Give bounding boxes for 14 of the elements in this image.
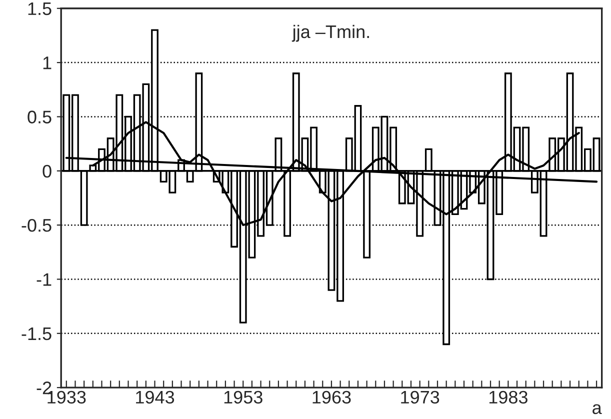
x-axis-title: a <box>592 404 602 414</box>
y-tick-label: 0 <box>42 164 52 178</box>
x-tick-label: 1963 <box>312 390 351 404</box>
x-tick-label: 1943 <box>136 390 174 404</box>
text: jja –Tmin. <box>292 24 369 42</box>
y-tick-label: -1 <box>36 273 52 286</box>
y-tick-label: -1.5 <box>22 328 52 340</box>
y-tick-label: 0.5 <box>28 110 52 124</box>
x-tick-label: 1983 <box>489 390 528 404</box>
x-tick-label: 1953 <box>224 390 262 404</box>
y-tick-label: 1.5 <box>28 2 52 16</box>
y-tick-label: -0.5 <box>22 218 52 232</box>
y-tick-label: 1 <box>43 56 52 70</box>
x-tick-label: 1973 <box>401 390 440 404</box>
